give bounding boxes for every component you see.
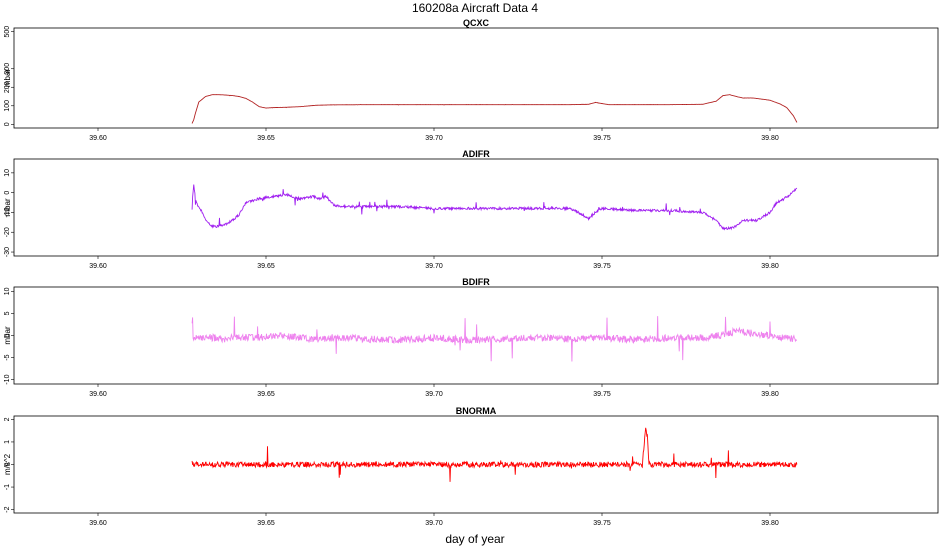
y-tick-label: 500	[4, 26, 11, 38]
y-tick-label: -1	[4, 484, 11, 490]
y-tick-label: -5	[4, 354, 11, 360]
y-axis-label: mbar	[3, 69, 12, 88]
y-tick-label: 0	[4, 462, 11, 466]
x-tick-label: 39.75	[593, 391, 611, 398]
y-tick-label: 5	[4, 311, 11, 315]
x-tick-label: 39.80	[761, 391, 779, 398]
panel-title: ADIFR	[462, 149, 490, 159]
y-tick-label: -2	[4, 506, 11, 512]
y-tick-label: 10	[4, 287, 11, 295]
x-tick-label: 39.75	[593, 263, 611, 270]
y-tick-label: 1	[4, 440, 11, 444]
y-axis-label: mbar	[3, 198, 12, 217]
x-axis-label: day of year	[445, 532, 504, 546]
panel-qcxc: QCXC mbar 39.60 39.65 39.70 39.75 39.80 0 100 200…	[3, 18, 939, 142]
panel-title: BNORMA	[456, 406, 497, 416]
x-tick-label: 39.60	[89, 520, 107, 527]
x-tick-label: 39.80	[761, 135, 779, 142]
x-tick-label: 39.60	[89, 391, 107, 398]
y-axis-label: m/s^2	[3, 453, 12, 475]
x-tick-label: 39.80	[761, 263, 779, 270]
x-tick-label: 39.70	[425, 520, 443, 527]
y-tick-label: 2	[4, 417, 11, 421]
panel-bnorma: BNORMA m/s^2 39.60 39.65 39.70 39.75 39.80 -2 -1…	[3, 406, 939, 527]
x-tick-label: 39.65	[257, 391, 275, 398]
plot-frame	[13, 158, 939, 257]
series-line-bdifr	[191, 316, 798, 362]
plot-frame	[13, 27, 939, 129]
y-tick-label: -30	[4, 247, 11, 257]
panel-adifr: ADIFR mbar 39.60 39.65 39.70 39.75 39.80 -30 -20…	[3, 149, 939, 270]
y-tick-label: 100	[4, 100, 11, 112]
x-tick-label: 39.75	[593, 135, 611, 142]
y-tick-label: -10	[4, 207, 11, 217]
x-tick-label: 39.65	[257, 520, 275, 527]
series-line-qcxc	[191, 94, 798, 124]
panel-title: BDIFR	[462, 277, 490, 287]
y-tick-label: 300	[4, 63, 11, 75]
y-tick-label: 200	[4, 81, 11, 93]
y-tick-label: 0	[4, 333, 11, 337]
y-tick-label: 10	[4, 169, 11, 177]
x-tick-label: 39.80	[761, 520, 779, 527]
x-tick-label: 39.60	[89, 135, 107, 142]
panel-bdifr: BDIFR mbar 39.60 39.65 39.70 39.75 39.80 -10 -5 0…	[3, 277, 939, 398]
x-tick-label: 39.65	[257, 263, 275, 270]
x-tick-label: 39.70	[425, 391, 443, 398]
y-axis-label: mbar	[3, 326, 12, 345]
y-tick-label: -20	[4, 227, 11, 237]
y-tick-label: 0	[4, 122, 11, 126]
figure-title: 160208a Aircraft Data 4	[412, 1, 538, 15]
series-line-adifr	[191, 184, 798, 231]
x-tick-label: 39.70	[425, 263, 443, 270]
x-tick-label: 39.75	[593, 520, 611, 527]
x-tick-label: 39.65	[257, 135, 275, 142]
y-tick-label: -10	[4, 374, 11, 384]
panel-title: QCXC	[463, 18, 490, 28]
y-tick-label: 0	[4, 191, 11, 195]
x-tick-label: 39.70	[425, 135, 443, 142]
x-tick-label: 39.60	[89, 263, 107, 270]
series-line-bnorma	[191, 427, 798, 482]
